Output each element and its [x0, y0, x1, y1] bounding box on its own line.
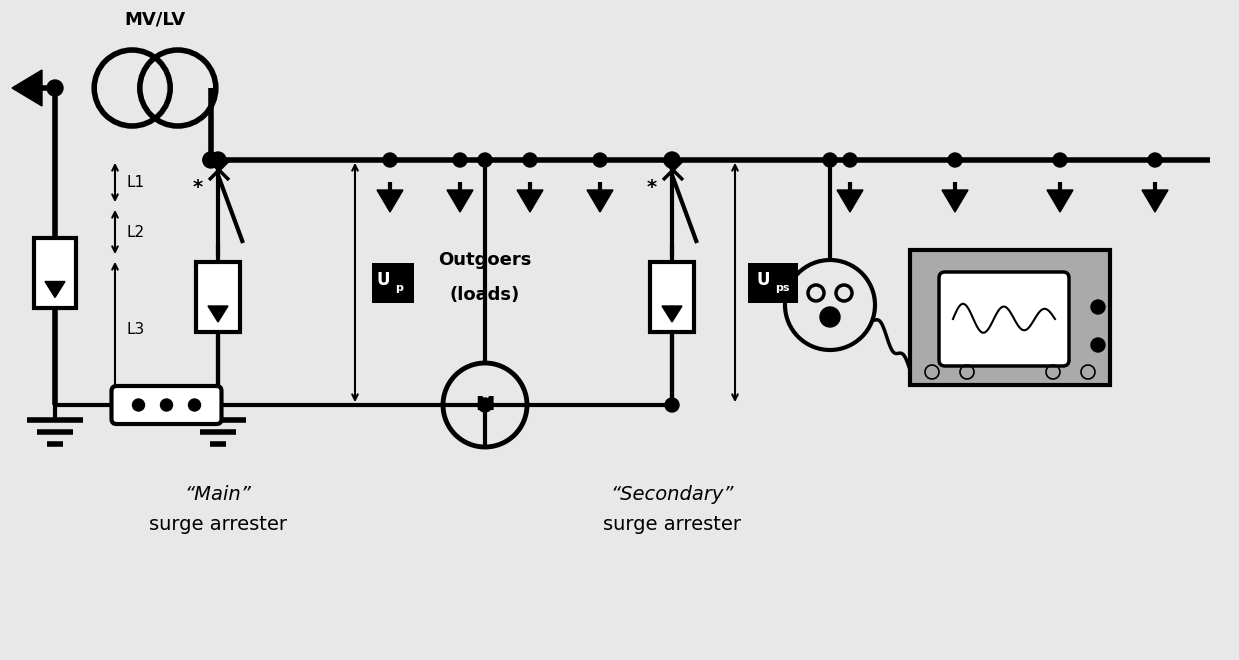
- Text: *: *: [193, 178, 203, 197]
- Circle shape: [188, 399, 201, 411]
- Circle shape: [593, 153, 607, 167]
- Text: L3: L3: [128, 322, 145, 337]
- Text: L2: L2: [128, 224, 145, 240]
- Text: MV/LV: MV/LV: [124, 10, 186, 28]
- Text: U: U: [377, 271, 390, 288]
- Circle shape: [664, 152, 680, 168]
- Circle shape: [1053, 153, 1067, 167]
- FancyBboxPatch shape: [939, 272, 1069, 366]
- Circle shape: [665, 398, 679, 412]
- Polygon shape: [587, 190, 613, 212]
- Bar: [650, 262, 694, 332]
- Circle shape: [383, 153, 396, 167]
- Polygon shape: [838, 190, 864, 212]
- Text: *: *: [647, 178, 657, 197]
- Polygon shape: [942, 190, 968, 212]
- Circle shape: [1149, 153, 1162, 167]
- Text: Outgoers: Outgoers: [439, 251, 532, 269]
- Text: “Secondary”: “Secondary”: [611, 486, 733, 504]
- Text: p: p: [395, 282, 403, 292]
- Text: ps: ps: [776, 282, 789, 292]
- Text: surge arrester: surge arrester: [149, 515, 287, 535]
- Circle shape: [478, 153, 492, 167]
- Circle shape: [47, 80, 63, 96]
- Polygon shape: [1142, 190, 1168, 212]
- Text: U: U: [757, 271, 769, 288]
- Polygon shape: [662, 306, 681, 322]
- Bar: [372, 263, 414, 302]
- Bar: [196, 262, 240, 332]
- Polygon shape: [45, 282, 64, 298]
- Circle shape: [478, 398, 492, 412]
- Polygon shape: [517, 190, 543, 212]
- Circle shape: [1092, 338, 1105, 352]
- Circle shape: [203, 152, 219, 168]
- Polygon shape: [377, 190, 403, 212]
- Text: L1: L1: [128, 175, 145, 190]
- Circle shape: [209, 152, 225, 168]
- Bar: [909, 250, 1110, 385]
- Circle shape: [523, 153, 536, 167]
- Polygon shape: [12, 70, 42, 106]
- Bar: [33, 238, 76, 308]
- Text: (loads): (loads): [450, 286, 520, 304]
- Circle shape: [133, 399, 145, 411]
- Bar: [748, 263, 798, 302]
- Text: M: M: [476, 395, 494, 414]
- Circle shape: [820, 307, 840, 327]
- Polygon shape: [447, 190, 473, 212]
- FancyBboxPatch shape: [112, 386, 222, 424]
- Circle shape: [1092, 300, 1105, 314]
- Text: surge arrester: surge arrester: [603, 515, 741, 535]
- Circle shape: [948, 153, 961, 167]
- Polygon shape: [1047, 190, 1073, 212]
- Circle shape: [161, 399, 172, 411]
- Text: “Main”: “Main”: [185, 486, 252, 504]
- Polygon shape: [208, 306, 228, 322]
- Circle shape: [823, 153, 838, 167]
- Circle shape: [453, 153, 467, 167]
- Circle shape: [843, 153, 857, 167]
